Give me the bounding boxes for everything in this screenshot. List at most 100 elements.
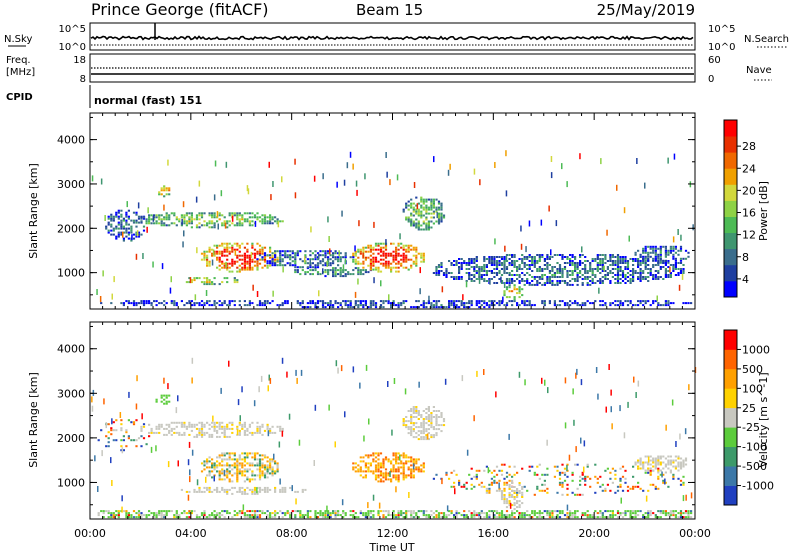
heatmap-cell [505, 268, 509, 270]
heatmap-cell [584, 266, 587, 268]
heatmap-cell [193, 218, 196, 221]
heatmap-cell [412, 412, 415, 414]
heatmap-cell [251, 220, 254, 223]
heatmap-cell [233, 464, 236, 467]
heatmap-cell [165, 510, 168, 513]
heatmap-cell [616, 272, 620, 274]
heatmap-cell [223, 469, 226, 476]
heatmap-cell [357, 468, 360, 471]
heatmap-cell [662, 266, 665, 268]
heatmap-cell [168, 423, 171, 426]
heatmap-cell [561, 258, 564, 260]
heatmap-cell [435, 270, 438, 272]
heatmap-cell [261, 220, 264, 223]
heatmap-cell [261, 266, 264, 269]
heatmap-cell [160, 425, 163, 428]
heatmap-cell [274, 262, 277, 265]
heatmap-cell [142, 425, 146, 428]
colorbar-tick-label: 500 [742, 363, 763, 376]
heatmap-cell [218, 456, 221, 459]
heatmap-cell [261, 512, 264, 515]
heatmap-cell [609, 510, 612, 513]
heatmap-cell [107, 441, 110, 444]
heatmap-cell [243, 514, 246, 517]
heatmap-cell [485, 514, 488, 517]
heatmap-cell [417, 414, 420, 416]
heatmap-cell [460, 485, 463, 488]
heatmap-cell [165, 224, 168, 227]
heatmap-cell [263, 304, 267, 307]
heatmap-cell [553, 276, 556, 278]
y-tick-label: 2000 [57, 432, 85, 445]
heatmap-cell [228, 435, 231, 438]
heatmap-cell [392, 300, 395, 303]
heatmap-cell [228, 246, 231, 249]
heatmap-cell [246, 470, 249, 473]
heatmap-cell [226, 264, 229, 267]
heatmap-cell [538, 489, 541, 492]
heatmap-cell [541, 473, 544, 476]
heatmap-cell [137, 516, 141, 519]
heatmap-cell [362, 306, 365, 309]
heatmap-cell [511, 278, 514, 280]
heatmap-cell [639, 487, 642, 490]
heatmap-cell [569, 254, 572, 256]
heatmap-cell [669, 469, 672, 472]
heatmap-cell [526, 278, 529, 280]
heatmap-cell [125, 229, 128, 232]
heatmap-cell [563, 280, 567, 282]
heatmap-cell [508, 274, 511, 276]
heatmap-cell [599, 272, 602, 274]
heatmap-cell [132, 300, 136, 303]
heatmap-cell [236, 218, 239, 221]
heatmap-cell [511, 496, 514, 498]
heatmap-cell [263, 260, 267, 263]
heatmap-cell [521, 258, 524, 260]
heatmap-cell [390, 242, 393, 245]
heatmap-cell [301, 514, 304, 517]
heatmap-cell [347, 273, 350, 276]
heatmap-cell [117, 215, 120, 218]
heatmap-cell [584, 264, 587, 266]
heatmap-cell [223, 458, 226, 461]
heatmap-cell [377, 260, 380, 263]
heatmap-cell [415, 222, 418, 225]
heatmap-cell [198, 212, 201, 215]
heatmap-cell [684, 459, 688, 462]
heatmap-cell [223, 248, 226, 251]
heatmap-cell [616, 264, 620, 266]
heatmap-cell [213, 429, 216, 432]
heatmap-cell [120, 221, 123, 224]
heatmap-cell [541, 300, 544, 303]
heatmap-cell [246, 429, 249, 432]
heatmap-cell [624, 514, 627, 517]
heatmap-cell [574, 268, 577, 270]
heatmap-cell [155, 216, 158, 219]
heatmap-cell [626, 485, 630, 488]
heatmap-cell [513, 298, 516, 301]
heatmap-cell [284, 256, 287, 259]
heatmap-cell [263, 456, 267, 459]
heatmap-cell [543, 300, 546, 303]
heatmap-cell [538, 477, 541, 480]
heatmap-cell [387, 262, 390, 265]
heatmap-cell [541, 254, 544, 256]
heatmap-cell [321, 304, 325, 307]
heatmap-cell [448, 304, 451, 307]
heatmap-cell [327, 516, 330, 519]
heatmap-cell [503, 489, 506, 492]
heatmap-cell [168, 425, 171, 428]
heatmap-cell [581, 282, 584, 284]
heatmap-cell [488, 483, 491, 486]
heatmap-cell [243, 456, 246, 459]
heatmap-cell [334, 275, 337, 278]
heatmap-cell [216, 435, 219, 438]
heatmap-cell [372, 268, 375, 271]
heatmap-cell [374, 266, 378, 269]
heatmap-cell [652, 461, 655, 464]
heatmap-cell [382, 264, 385, 267]
heatmap-cell [286, 254, 289, 257]
heatmap-cell [291, 256, 294, 259]
heatmap-cell [314, 302, 317, 305]
heatmap-cell [649, 247, 652, 250]
